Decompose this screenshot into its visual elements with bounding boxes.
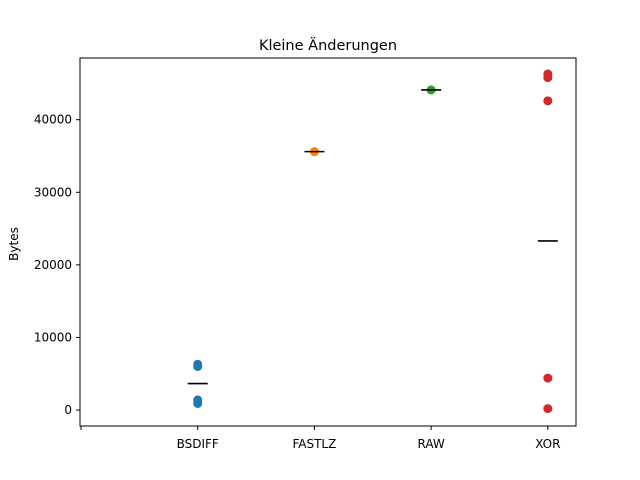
data-point <box>543 404 553 414</box>
axes-frame <box>79 57 577 427</box>
y-tick-label: 40000 <box>34 113 72 127</box>
data-point <box>543 373 553 383</box>
data-point <box>543 73 553 83</box>
x-tick-label: XOR <box>535 437 560 451</box>
plot-area: BSDIFF FASTLZ RAW XOR 0 10000 20000 30000 40000 <box>34 69 560 451</box>
x-tick-label: FASTLZ <box>292 437 336 451</box>
x-tick-label: BSDIFF <box>177 437 219 451</box>
data-point <box>193 398 203 408</box>
data-point <box>543 96 553 106</box>
y-axis-label: Bytes <box>7 227 21 261</box>
chart-title: Kleine Änderungen <box>259 36 397 54</box>
y-tick-label: 20000 <box>34 258 72 272</box>
y-tick-label: 10000 <box>34 330 72 344</box>
data-point <box>193 361 203 371</box>
y-tick-label: 0 <box>64 403 72 417</box>
y-tick-label: 30000 <box>34 185 72 199</box>
x-tick-label: RAW <box>417 437 444 451</box>
